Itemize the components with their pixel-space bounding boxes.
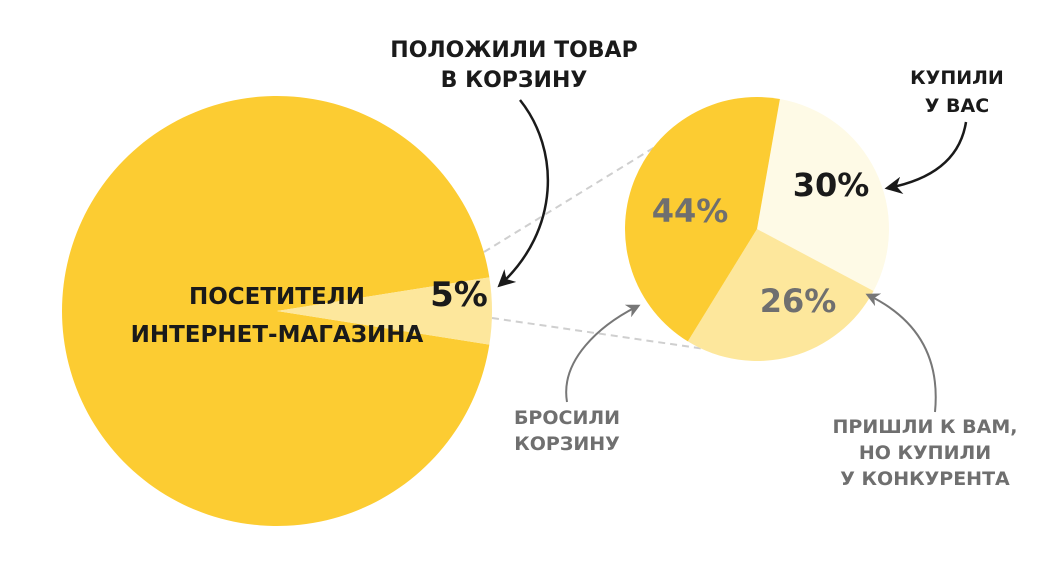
cart-callout-line1: ПОЛОЖИЛИ ТОВАР (390, 38, 637, 63)
abandoned-value-label: 44% (652, 192, 729, 230)
visitors-label-line1: ПОСЕТИТЕЛИ (189, 284, 365, 310)
cart-callout-line2: В КОРЗИНУ (441, 68, 588, 93)
competitor-callout-line3: У КОНКУРЕНТА (840, 468, 1010, 490)
visitors-label-line2: ИНТЕРНЕТ-МАГАЗИНА (131, 322, 424, 348)
visitors-slice (62, 95, 490, 526)
visitors-pie (62, 95, 492, 526)
cart-added-slice (277, 277, 492, 345)
competitor-callout-line2: НО КУПИЛИ (859, 442, 991, 464)
abandoned-slice (625, 97, 780, 342)
abandoned-callout-line2: КОРЗИНУ (514, 433, 620, 455)
competitor-callout-line1: ПРИШЛИ К ВАМ, (833, 416, 1018, 438)
competitor-slice (687, 229, 874, 362)
abandoned-callout-line1: БРОСИЛИ (514, 407, 620, 429)
cart-pie (625, 97, 889, 362)
competitor-value-label: 26% (760, 282, 837, 320)
connector-line-bottom (491, 317, 713, 351)
bought-callout-line2: У ВАС (925, 95, 989, 117)
competitor-callout-arrow (865, 293, 937, 413)
abandoned-callout-arrow (565, 304, 641, 403)
bought-callout-arrow (884, 121, 968, 194)
cart-share-value-label: 5% (430, 275, 488, 315)
bought-value-label: 30% (793, 166, 870, 204)
bought-callout-line1: КУПИЛИ (910, 67, 1004, 89)
bought-slice (757, 99, 889, 291)
cart-callout-arrow (497, 99, 550, 288)
